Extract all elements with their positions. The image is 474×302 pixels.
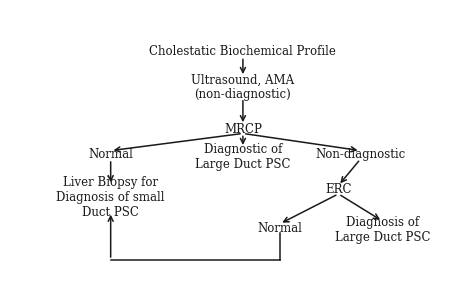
Text: Diagnostic of
Large Duct PSC: Diagnostic of Large Duct PSC: [195, 143, 291, 171]
Text: Normal: Normal: [257, 222, 302, 235]
Text: Liver Biopsy for
Diagnosis of small
Duct PSC: Liver Biopsy for Diagnosis of small Duct…: [56, 176, 165, 219]
Text: Cholestatic Biochemical Profile: Cholestatic Biochemical Profile: [149, 45, 337, 58]
Text: Non-diagnostic: Non-diagnostic: [315, 148, 406, 161]
Text: Ultrasound, AMA
(non-diagnostic): Ultrasound, AMA (non-diagnostic): [191, 73, 294, 101]
Text: ERC: ERC: [325, 183, 352, 196]
Text: Diagnosis of
Large Duct PSC: Diagnosis of Large Duct PSC: [335, 217, 430, 244]
Text: Normal: Normal: [88, 148, 133, 161]
Text: MRCP: MRCP: [224, 123, 262, 136]
